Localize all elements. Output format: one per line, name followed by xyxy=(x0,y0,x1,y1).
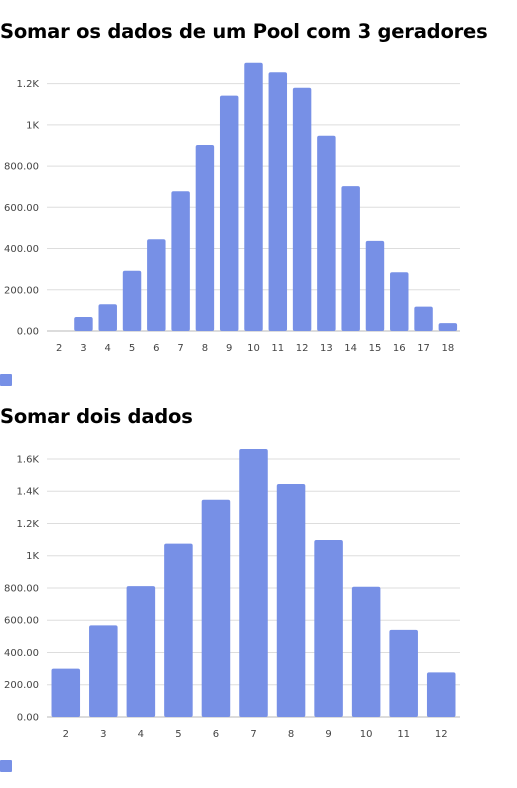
bar[interactable] xyxy=(201,499,231,717)
bar[interactable] xyxy=(98,304,117,331)
x-tick-label: 10 xyxy=(360,729,373,740)
bar[interactable] xyxy=(276,483,306,717)
x-tick-label: 18 xyxy=(441,343,454,354)
bar[interactable] xyxy=(89,625,118,717)
bar[interactable] xyxy=(239,449,268,717)
x-tick-label: 3 xyxy=(100,729,106,740)
y-tick-label: 400.00 xyxy=(4,244,39,255)
x-tick-label: 6 xyxy=(213,729,219,740)
bar-chart-pool-3-dice: 0.00 200.00 400.00 600.00 800.00 1K 1.2K 2 3 4 5 6 7… xyxy=(4,62,460,354)
bar[interactable] xyxy=(389,629,418,717)
legend-swatch[interactable] xyxy=(0,374,12,386)
x-tick-label: 15 xyxy=(369,343,382,354)
x-tick-label: 9 xyxy=(226,343,232,354)
y-tick-label: 200.00 xyxy=(4,285,39,296)
x-tick-label: 12 xyxy=(435,729,448,740)
y-tick-label: 200.00 xyxy=(4,680,39,691)
bar[interactable] xyxy=(390,272,409,331)
bar[interactable] xyxy=(317,135,336,331)
bar[interactable] xyxy=(147,239,166,331)
chart-title: Somar os dados de um Pool com 3 geradore… xyxy=(0,20,488,43)
bar[interactable] xyxy=(351,586,381,717)
bar[interactable] xyxy=(126,586,156,717)
x-tick-label: 6 xyxy=(153,343,159,354)
x-tick-label: 12 xyxy=(296,343,309,354)
x-tick-label: 11 xyxy=(397,729,410,740)
x-tick-label: 5 xyxy=(175,729,181,740)
x-tick-label: 5 xyxy=(129,343,135,354)
y-tick-label: 800.00 xyxy=(4,583,39,594)
x-tick-label: 3 xyxy=(80,343,86,354)
x-tick-label: 10 xyxy=(247,343,260,354)
x-tick-label: 7 xyxy=(177,343,183,354)
bar[interactable] xyxy=(365,240,385,331)
y-tick-label: 1.2K xyxy=(17,519,40,530)
bar[interactable] xyxy=(74,316,93,331)
y-tick-label: 1.6K xyxy=(17,454,40,465)
bar[interactable] xyxy=(292,87,312,331)
bar[interactable] xyxy=(164,543,193,717)
y-tick-label: 1K xyxy=(26,551,39,562)
x-tick-label: 2 xyxy=(63,729,69,740)
bar[interactable] xyxy=(122,270,142,331)
y-tick-label: 1.2K xyxy=(17,79,40,90)
bar-chart-two-dice: 0.00 200.00 400.00 600.00 800.00 1K 1.2K 1.4K 1.… xyxy=(4,449,460,740)
legend-swatch[interactable] xyxy=(0,760,12,772)
bar[interactable] xyxy=(195,145,215,331)
x-tick-label: 4 xyxy=(105,343,111,354)
x-tick-label: 16 xyxy=(393,343,406,354)
bar[interactable] xyxy=(219,95,239,331)
bar[interactable] xyxy=(244,62,263,331)
chart-title: Somar dois dados xyxy=(0,405,193,428)
x-tick-label: 8 xyxy=(288,729,294,740)
x-tick-label: 14 xyxy=(344,343,357,354)
bar[interactable] xyxy=(171,191,190,331)
x-tick-label: 7 xyxy=(250,729,256,740)
y-tick-label: 600.00 xyxy=(4,616,39,627)
y-tick-label: 800.00 xyxy=(4,162,39,173)
x-tick-label: 13 xyxy=(320,343,333,354)
y-tick-label: 0.00 xyxy=(17,713,39,724)
y-tick-label: 400.00 xyxy=(4,648,39,659)
x-tick-label: 2 xyxy=(56,343,62,354)
x-tick-label: 8 xyxy=(202,343,208,354)
bar[interactable] xyxy=(51,668,81,717)
y-tick-label: 600.00 xyxy=(4,203,39,214)
x-tick-label: 4 xyxy=(138,729,144,740)
bar[interactable] xyxy=(438,323,458,331)
y-tick-label: 1.4K xyxy=(17,487,40,498)
bar[interactable] xyxy=(268,72,288,332)
bar[interactable] xyxy=(341,186,360,331)
y-tick-label: 0.00 xyxy=(17,327,39,338)
bar[interactable] xyxy=(314,539,343,717)
y-tick-label: 1K xyxy=(26,120,39,131)
x-tick-label: 17 xyxy=(417,343,430,354)
bar[interactable] xyxy=(414,306,433,331)
bar[interactable] xyxy=(426,672,456,717)
x-tick-label: 9 xyxy=(325,729,331,740)
x-tick-label: 11 xyxy=(271,343,284,354)
